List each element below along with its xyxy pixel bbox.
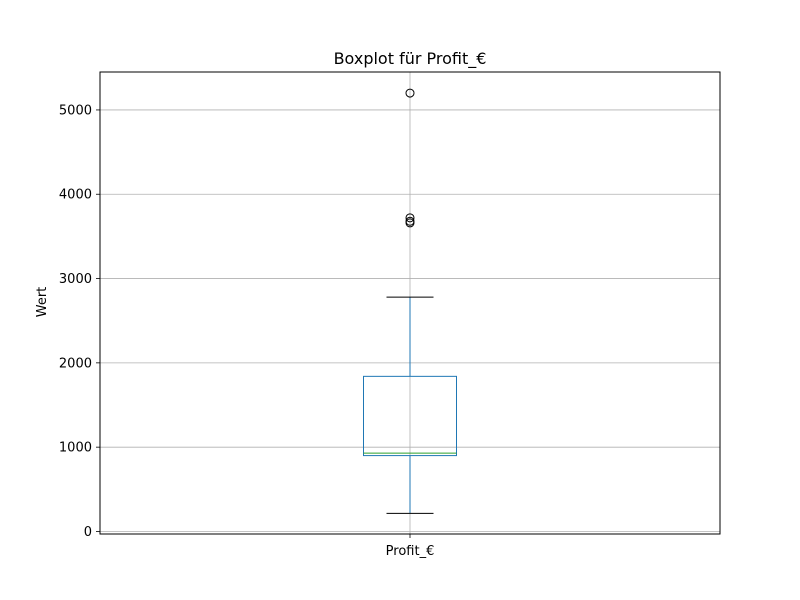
outlier-point [405,216,415,226]
y-tick-label: 3000 [59,272,92,287]
y-tick-label: 5000 [59,103,92,118]
axes: 0 1000 2000 3000 4000 5000 Profit_€ [59,103,434,559]
iqr-box [363,375,457,457]
y-axis-label: Wert [35,287,50,318]
outlier-point [405,88,415,98]
box-plot [363,88,457,514]
y-tick-label: 0 [84,525,92,540]
outlier-point [405,213,415,223]
x-tick-label: Profit_€ [386,544,435,559]
chart-title: Boxplot für Profit_€ [334,49,487,69]
y-tick-label: 2000 [59,356,92,371]
y-tick-label: 4000 [59,188,92,203]
y-tick-label: 1000 [59,441,92,456]
